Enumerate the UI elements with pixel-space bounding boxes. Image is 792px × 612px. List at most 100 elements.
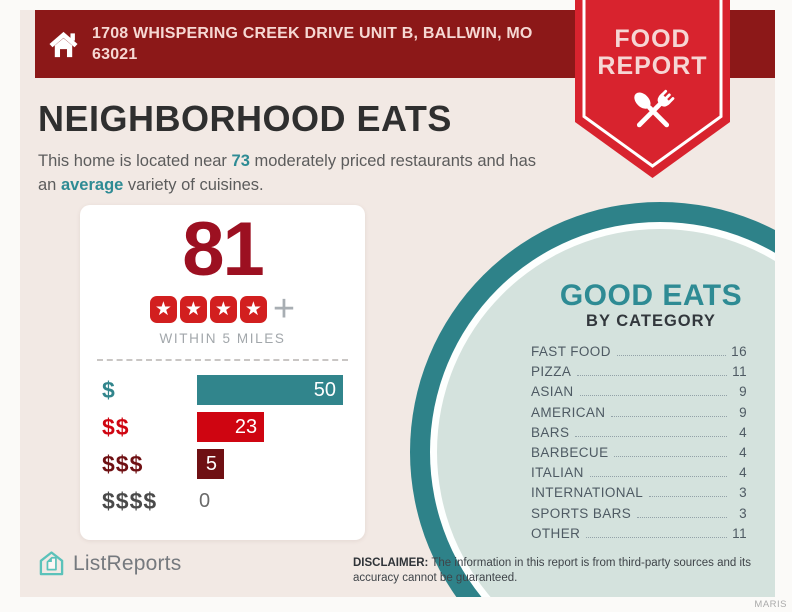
category-value: 11 [732,525,747,541]
dotted-leader [579,395,727,397]
bar-value: 23 [234,415,258,438]
chart-row: $$$$ 0 [102,486,343,516]
category-row: ASIAN 9 [531,384,747,404]
disclaimer-text: DISCLAIMER: The information in this repo… [353,556,755,585]
address-line-2: 63021 [92,46,138,63]
chart-row: $$$ 5 [102,449,343,479]
home-icon [49,31,78,57]
listreports-house-icon [39,551,64,576]
summary-part: This home is located near [38,152,232,170]
category-row: ITALIAN 4 [531,465,747,485]
category-row: FAST FOOD 16 [531,344,747,364]
category-label: BARS [531,424,570,440]
category-label: PIZZA [531,364,572,380]
disclaimer-body: The information in this report is from t… [353,557,751,584]
category-value: 3 [739,485,747,501]
price-tier-label: $ [102,376,116,403]
summary-text: This home is located near 73 moderately … [38,149,554,197]
category-value: 16 [731,344,747,359]
category-value: 9 [739,404,747,420]
category-row: OTHER 11 [531,526,747,546]
bar-value: 5 [205,452,217,475]
price-tier-label: $$$ [102,450,144,477]
category-row: BARS 4 [531,425,747,445]
dotted-leader [649,496,727,498]
badge-line-2: REPORT [597,52,708,80]
bar-area: 50 [197,375,343,405]
plus-sign: + [272,288,296,330]
bar-value: 0 [199,489,211,512]
category-label: ITALIAN [531,465,584,481]
star-icon: ★ [179,295,207,323]
bar: 5 [197,449,224,479]
category-value: 4 [739,465,747,481]
bar-area: 23 [197,412,343,442]
price-tier-label: $$ [102,413,130,440]
chart-row: $$ 23 [102,412,343,442]
category-list: FAST FOOD 16 PIZZA 11 ASIAN 9 AMERICAN 9 BARS 4 BA… [525,344,763,546]
category-label: FAST FOOD [531,344,611,359]
listreports-logo: ListReports [38,550,181,577]
good-eats-subtitle: BY CATEGORY [586,312,716,330]
dotted-leader [614,455,727,457]
star-icon: ★ [149,295,177,323]
restaurant-count: 73 [231,152,250,170]
restaurant-score: 81 [182,207,265,292]
dashed-divider [97,359,348,361]
bar: 50 [197,375,343,405]
category-value: 4 [739,424,747,440]
good-eats-circle [410,202,775,597]
bar-value: 50 [313,378,336,401]
category-row: AMERICAN 9 [531,405,747,425]
score-card: 81 ★ ★ ★ ★ + WITHIN 5 MILES $ 50 $$ 23 $$$ [80,205,365,540]
disclaimer-label: DISCLAIMER: [353,557,429,569]
price-tier-label: $$$$ [102,487,158,514]
brand-name: ListReports [73,551,182,575]
good-eats-title: GOOD EATS [559,279,743,312]
price-bar-chart: $ 50 $$ 23 $$$ 5 $$$$ 0 [80,375,365,516]
bar: 0 [197,486,343,516]
category-label: ASIAN [531,384,574,400]
badge-line-1: FOOD [614,25,691,53]
spoon-fork-icon [633,89,674,128]
category-value: 3 [739,505,747,521]
property-address: 1708 WHISPERING CREEK DRIVE UNIT B, BALL… [92,23,533,65]
category-label: SPORTS BARS [531,505,632,521]
category-label: OTHER [531,525,581,541]
category-row: BARBECUE 4 [531,445,747,465]
star-icon: ★ [209,295,237,323]
bar: 23 [197,412,265,442]
bar-area: 5 [197,449,343,479]
category-row: PIZZA 11 [531,364,747,384]
variety-highlight: average [60,176,124,194]
category-label: AMERICAN [531,404,606,420]
good-eats-panel: GOOD EATS BY CATEGORY FAST FOOD 16 PIZZA 11… [525,280,763,546]
star-rating: ★ ★ ★ ★ [149,295,267,323]
stars-row: ★ ★ ★ ★ + [80,288,365,330]
category-label: INTERNATIONAL [531,485,644,501]
dotted-leader [586,536,727,538]
summary-part: variety of cuisines. [123,176,264,194]
dotted-leader [575,435,727,437]
dotted-leader [616,355,727,356]
category-label: BARBECUE [531,444,609,460]
category-value: 4 [739,444,747,460]
summary-part: moderately priced restaurants and has an [38,152,537,194]
dotted-leader [589,476,727,478]
category-value: 9 [739,384,747,400]
category-row: INTERNATIONAL 3 [531,485,747,505]
address-line-1: 1708 WHISPERING CREEK DRIVE UNIT B, BALL… [92,25,533,42]
category-row: SPORTS BARS 3 [531,506,747,526]
chart-row: $ 50 [102,375,343,405]
star-icon: ★ [239,295,267,323]
maris-watermark: MARIS [754,599,787,610]
category-value: 11 [732,364,747,380]
ribbon-shape [575,0,730,178]
radius-label: WITHIN 5 MILES [159,331,286,346]
dotted-leader [637,516,727,518]
bar-area: 0 [197,486,343,516]
food-report-badge: FOOD REPORT [575,0,730,178]
dotted-leader [611,415,727,417]
dotted-leader [577,375,727,377]
page-title: NEIGHBORHOOD EATS [38,98,452,139]
